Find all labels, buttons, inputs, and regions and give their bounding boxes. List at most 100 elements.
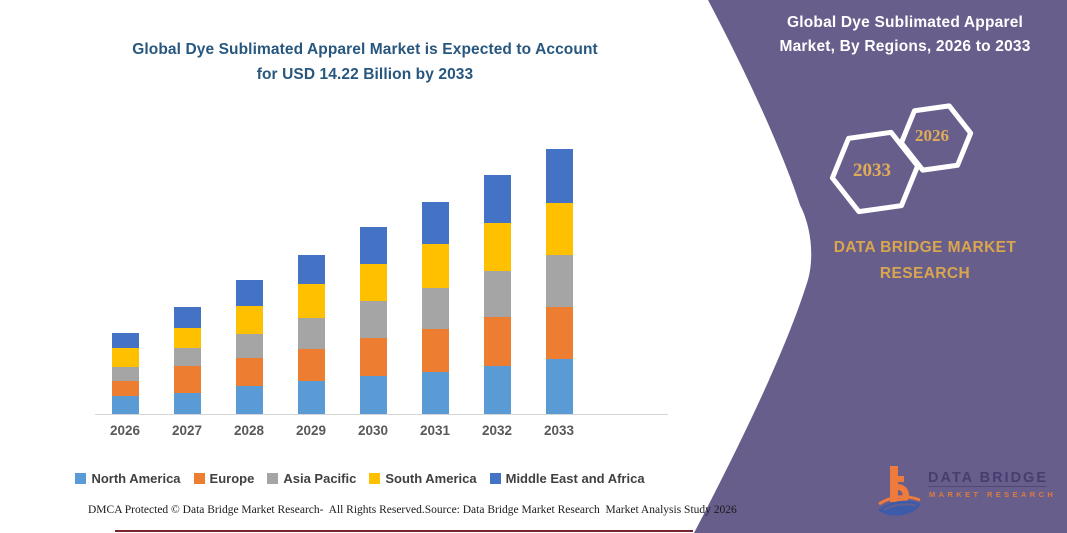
dbmr-logo-subtitle: MARKET RESEARCH [929, 490, 1057, 499]
legend-swatch-icon [267, 473, 279, 484]
x-axis-label-2029: 2029 [295, 423, 327, 438]
purple-panel-path [694, 0, 1067, 533]
x-axis-labels: 2026 2027 2028 2029 2030 2031 2032 2033 [95, 423, 670, 441]
bar-segment-north-america [111, 395, 139, 414]
bar-segment-middle-east-and-africa [111, 333, 139, 349]
bar-segment-north-america [545, 359, 573, 414]
x-axis-label-2028: 2028 [233, 423, 265, 438]
bar-segment-asia-pacific [483, 270, 511, 318]
dbmr-logo-name: DATA BRIDGE [928, 470, 1049, 486]
bar-segment-asia-pacific [359, 300, 387, 339]
bar-segment-south-america [421, 244, 449, 289]
bar-segment-europe [111, 380, 139, 396]
chart-legend: North America Europe Asia Pacific South Ame… [30, 471, 690, 486]
legend-swatch-icon [369, 473, 381, 484]
chart-title: Global Dye Sublimated Apparel Market is … [20, 38, 710, 88]
stacked-bar-2033 [545, 149, 573, 414]
stacked-bar-2027 [173, 306, 201, 414]
hexagon-2033-outline [829, 129, 921, 215]
bar-segment-south-america [359, 264, 387, 301]
bar-segment-north-america [297, 380, 325, 414]
bar-chart-plot [95, 140, 670, 415]
stacked-bar-2030 [359, 227, 387, 414]
bar-segment-south-america [173, 328, 201, 349]
footer: DMCA Protected © Data Bridge Market Rese… [88, 504, 737, 516]
hexagon-2026-label: 2026 [915, 126, 949, 145]
bar-segment-south-america [483, 223, 511, 271]
stacked-bar-2026 [111, 333, 139, 414]
legend-label: North America [91, 471, 181, 486]
bar-segment-north-america [173, 393, 201, 414]
bar-segment-north-america [483, 365, 511, 414]
hexagon-2026-outline [898, 103, 974, 173]
bar-segment-north-america [235, 386, 263, 414]
bar-segment-north-america [421, 371, 449, 414]
legend-item-north-america: North America [75, 471, 181, 486]
stacked-bar-2028 [235, 280, 263, 414]
x-axis-label-2030: 2030 [357, 423, 389, 438]
x-axis-label-2033: 2033 [543, 423, 575, 438]
footer-source-text: Source: Data Bridge Market Research Mark… [424, 504, 737, 516]
bar-segment-middle-east-and-africa [235, 280, 263, 307]
bar-segment-europe [173, 366, 201, 394]
legend-swatch-icon [489, 473, 501, 484]
bar-segment-asia-pacific [545, 255, 573, 308]
bar-segment-europe [235, 358, 263, 387]
bar-segment-north-america [359, 376, 387, 414]
brand-wordmark-line1: DATA BRIDGE MARKET [833, 239, 1017, 256]
bar-segment-middle-east-and-africa [359, 227, 387, 265]
chart-title-line1: Global Dye Sublimated Apparel Market is … [132, 41, 598, 58]
bar-segment-middle-east-and-africa [545, 149, 573, 204]
stacked-bar-2029 [297, 254, 325, 414]
brand-wordmark-line2: RESEARCH [879, 265, 971, 283]
legend-label: South America [385, 471, 477, 486]
legend-label: Middle East and Africa [505, 471, 645, 486]
legend-swatch-icon [193, 473, 205, 484]
bar-segment-europe [297, 348, 325, 381]
bar-segment-south-america [235, 306, 263, 335]
bar-segment-europe [545, 307, 573, 359]
bar-segment-europe [483, 317, 511, 366]
dbmr-logo: DATA BRIDGE MARKET RESEARCH [876, 460, 1056, 522]
legend-item-asia-pacific: Asia Pacific [267, 471, 356, 486]
bar-segment-asia-pacific [421, 288, 449, 330]
legend-label: Asia Pacific [283, 471, 357, 486]
bar-segment-south-america [545, 203, 573, 256]
bar-segment-asia-pacific [173, 348, 201, 367]
footer-divider-line [115, 530, 693, 532]
hexagon-2033-label: 2033 [853, 160, 891, 181]
x-axis-label-2026: 2026 [109, 423, 141, 438]
brand-wordmark: DATA BRIDGE MARKET RESEARCH [800, 235, 1050, 288]
bar-segment-middle-east-and-africa [421, 201, 449, 245]
bar-segment-south-america [297, 283, 325, 319]
bar-segment-asia-pacific [235, 334, 263, 359]
legend-item-europe: Europe [193, 471, 255, 486]
panel-title: Global Dye Sublimated Apparel Market, By… [779, 14, 1031, 56]
x-axis-label-2027: 2027 [171, 423, 203, 438]
bar-segment-asia-pacific [111, 366, 139, 381]
hexagon-outlines [829, 103, 974, 215]
dbmr-logo-divider [928, 486, 1046, 487]
x-axis-line [95, 414, 668, 415]
footer-dmca-text: DMCA Protected © Data Bridge Market Rese… [88, 504, 425, 516]
legend-item-south-america: South America [369, 471, 477, 486]
bar-segment-asia-pacific [297, 318, 325, 349]
legend-item-middle-east-and-africa: Middle East and Africa [489, 471, 645, 486]
chart-title-line2: for USD 14.22 Billion by 2033 [256, 65, 474, 83]
legend-swatch-icon [75, 473, 87, 484]
legend-label: Europe [209, 471, 255, 486]
bar-segment-middle-east-and-africa [483, 175, 511, 224]
bar-segment-south-america [111, 348, 139, 367]
stacked-bar-2031 [421, 201, 449, 414]
hexagon-badges: 2033 2026 [810, 90, 1000, 230]
x-axis-label-2032: 2032 [481, 423, 513, 438]
bar-segment-middle-east-and-africa [297, 254, 325, 284]
bar-segment-europe [359, 338, 387, 377]
bar-segment-middle-east-and-africa [173, 306, 201, 329]
x-axis-label-2031: 2031 [419, 423, 451, 438]
stacked-bar-2032 [483, 175, 511, 414]
bar-segment-europe [421, 329, 449, 372]
dbmr-logo-icon [878, 466, 921, 516]
